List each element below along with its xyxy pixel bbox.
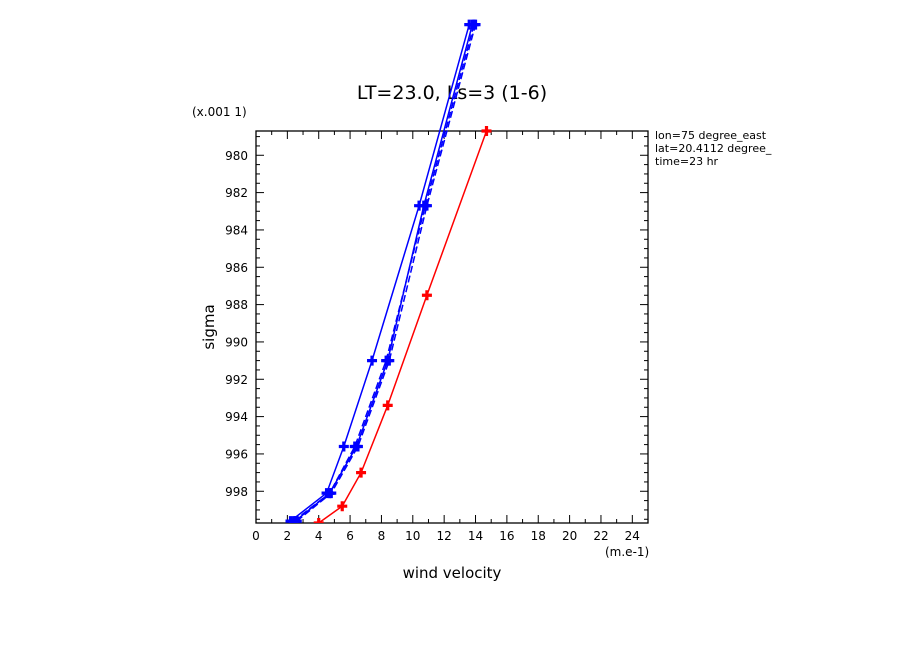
series-line-1 [293,24,475,522]
x-unit-label: (m.e-1) [605,545,649,559]
y-tick-label: 980 [225,149,248,163]
series-3-point [467,19,478,30]
y-tick-label: 996 [225,447,248,461]
series-group [285,19,492,523]
series-4-point [382,400,393,411]
series-line-2 [296,24,477,522]
x-axis-label: wind velocity [403,564,502,582]
x-tick-label: 10 [405,529,420,543]
y-multiplier-label: (x.001 1) [192,105,247,119]
series-0-point [338,441,349,452]
x-tick-label: 20 [562,529,577,543]
x-tick-label: 24 [625,529,640,543]
y-tick-label: 992 [225,373,248,387]
series-4-point [337,501,348,512]
y-tick-label: 990 [225,335,248,349]
series-3-point [290,516,301,523]
series-3-point [418,200,429,211]
y-tick-label: 998 [225,485,248,499]
y-tick-label: 982 [225,186,248,200]
x-tick-label: 6 [346,529,354,543]
annotation-lat: lat=20.4112 degree_ [655,142,772,155]
series-4-point [313,518,324,523]
series-3-point [382,355,393,366]
series-4-point [356,467,367,478]
x-tick-label: 16 [499,529,514,543]
series-line-0 [290,24,470,522]
x-tick-label: 0 [252,529,260,543]
x-tick-label: 14 [468,529,483,543]
y-tick-label: 988 [225,298,248,312]
y-tick-label: 984 [225,223,248,237]
y-tick-label: 986 [225,261,248,275]
x-tick-label: 22 [593,529,608,543]
annotation-lon: lon=75 degree_east [655,129,767,142]
annotation-time: time=23 hr [655,155,719,168]
series-3-point [324,488,335,499]
series-3-point [351,441,362,452]
series-line-3 [294,24,474,522]
y-tick-label: 994 [225,410,248,424]
series-line-4 [318,130,488,523]
x-tick-label: 18 [531,529,546,543]
series-4-point [481,126,492,136]
x-tick-label: 2 [284,529,292,543]
chart-title: LT=23.0, Ls=3 (1-6) [357,82,547,104]
axis-ticks: 0 2 4 6 8 10 12 14 16 18 20 22 249809829849869889909… [225,131,649,543]
y-axis-label: sigma [200,304,218,349]
series-0-point [367,355,378,366]
plot-frame [255,130,649,524]
series-4-point [421,290,432,301]
x-tick-label: 4 [315,529,323,543]
x-tick-label: 12 [437,529,452,543]
x-tick-label: 8 [378,529,386,543]
